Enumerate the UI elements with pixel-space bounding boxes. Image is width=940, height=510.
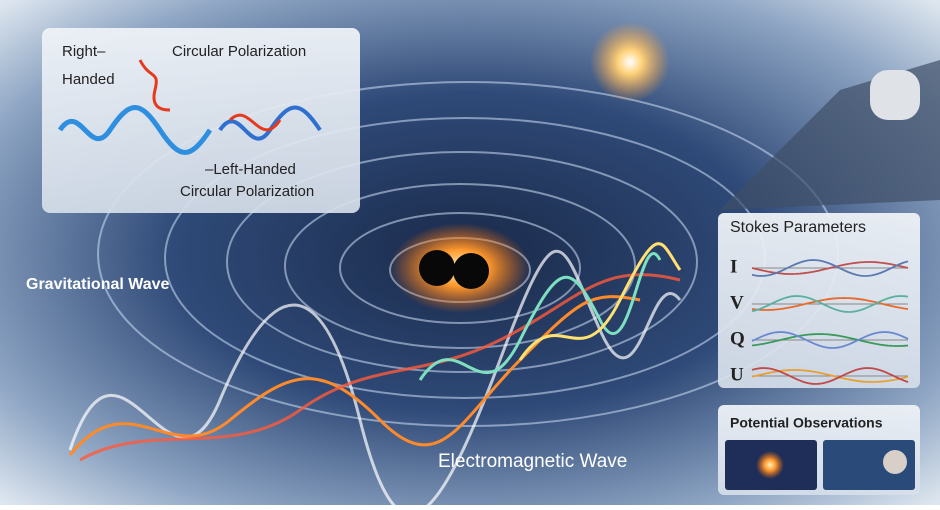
label: Circular Polarization bbox=[180, 183, 314, 200]
label: Handed bbox=[62, 71, 115, 88]
stokes-curve bbox=[751, 295, 909, 313]
label: –Left-Handed bbox=[205, 161, 296, 178]
inset-labels: Right– Handed Circular Polarization –Lef… bbox=[62, 43, 314, 200]
stokes-curve bbox=[751, 259, 909, 277]
polarization-inset bbox=[42, 28, 360, 213]
helix bbox=[138, 59, 171, 112]
thumbnail-glow bbox=[756, 451, 784, 479]
stokes-curve bbox=[751, 333, 909, 347]
label: Right– bbox=[62, 43, 106, 60]
stokes-curve bbox=[751, 297, 909, 311]
thumbnail-planet bbox=[883, 450, 907, 474]
black-hole bbox=[419, 250, 455, 286]
label: Circular Polarization bbox=[172, 43, 306, 60]
observatory bbox=[870, 70, 920, 120]
panel-title: Potential Observations bbox=[730, 415, 883, 431]
stokes-label: U bbox=[730, 364, 744, 385]
helix bbox=[57, 105, 213, 155]
stokes-curve bbox=[751, 331, 909, 349]
label: Gravitational Wave bbox=[26, 276, 170, 293]
helix bbox=[228, 113, 282, 132]
stokes-label: V bbox=[730, 292, 744, 313]
waves bbox=[68, 242, 682, 510]
stokes-curve bbox=[751, 367, 909, 385]
bright-star bbox=[590, 22, 670, 102]
label: Electromagnetic Wave bbox=[438, 451, 627, 472]
black-hole bbox=[453, 253, 489, 289]
stokes-label: Q bbox=[730, 328, 745, 349]
stokes-label: I bbox=[730, 256, 737, 277]
panel-title: Stokes Parameters bbox=[730, 219, 866, 236]
